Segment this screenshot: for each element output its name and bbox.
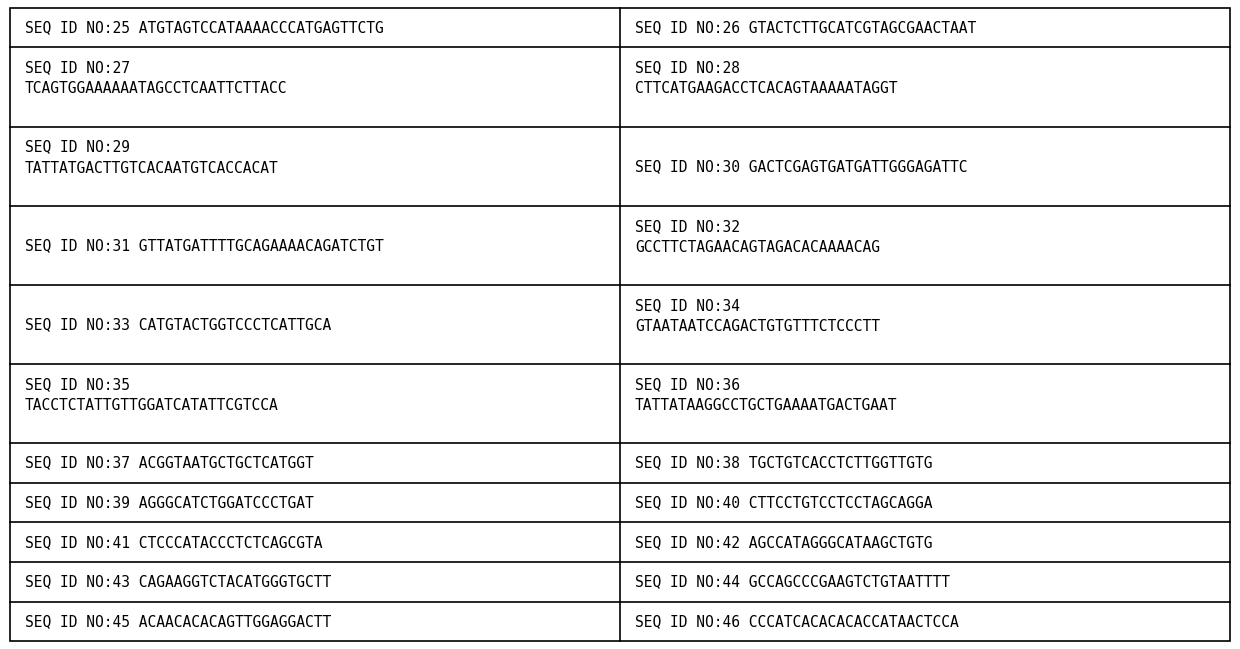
Text: SEQ ID NO:38 TGCTGTCACCTCTTGGTTGTG: SEQ ID NO:38 TGCTGTCACCTCTTGGTTGTG xyxy=(635,456,932,471)
Text: SEQ ID NO:25 ATGTAGTCCATAAAACCCATGAGTTCTG: SEQ ID NO:25 ATGTAGTCCATAAAACCCATGAGTTCT… xyxy=(25,20,383,35)
Text: SEQ ID NO:43 CAGAAGGTCTACATGGGTGCTT: SEQ ID NO:43 CAGAAGGTCTACATGGGTGCTT xyxy=(25,574,331,589)
Text: SEQ ID NO:41 CTCCCATACCCTCTCAGCGTA: SEQ ID NO:41 CTCCCATACCCTCTCAGCGTA xyxy=(25,535,322,550)
Text: SEQ ID NO:33 CATGTACTGGTCCCTCATTGCA: SEQ ID NO:33 CATGTACTGGTCCCTCATTGCA xyxy=(25,317,331,332)
Text: SEQ ID NO:45 ACAACACACAGTTGGAGGACTT: SEQ ID NO:45 ACAACACACAGTTGGAGGACTT xyxy=(25,614,331,629)
Text: SEQ ID NO:27
TCAGTGGAAAAAATAGCCTCAATTCTTACC: SEQ ID NO:27 TCAGTGGAAAAAATAGCCTCAATTCTT… xyxy=(25,60,288,96)
Text: SEQ ID NO:35
TACCTCTATTGTTGGATCATATTCGTCCA: SEQ ID NO:35 TACCTCTATTGTTGGATCATATTCGTC… xyxy=(25,377,279,413)
Text: SEQ ID NO:36
TATTATAAGGCCTGCTGAAAATGACTGAAT: SEQ ID NO:36 TATTATAAGGCCTGCTGAAAATGACTG… xyxy=(635,377,898,413)
Text: SEQ ID NO:37 ACGGTAATGCTGCTCATGGT: SEQ ID NO:37 ACGGTAATGCTGCTCATGGT xyxy=(25,456,314,471)
Text: SEQ ID NO:32
GCCTTCTAGAACAGTAGACACAAAACAG: SEQ ID NO:32 GCCTTCTAGAACAGTAGACACAAAACA… xyxy=(635,219,880,254)
Text: SEQ ID NO:26 GTACTCTTGCATCGTAGCGAACTAAT: SEQ ID NO:26 GTACTCTTGCATCGTAGCGAACTAAT xyxy=(635,20,976,35)
Text: SEQ ID NO:46 CCCATCACACACACCATAACTCCA: SEQ ID NO:46 CCCATCACACACACCATAACTCCA xyxy=(635,614,959,629)
Text: SEQ ID NO:44 GCCAGCCCGAAGTCTGTAATTTT: SEQ ID NO:44 GCCAGCCCGAAGTCTGTAATTTT xyxy=(635,574,950,589)
Text: SEQ ID NO:30 GACTCGAGTGATGATTGGGAGATTC: SEQ ID NO:30 GACTCGAGTGATGATTGGGAGATTC xyxy=(635,158,967,174)
Text: SEQ ID NO:28
CTTCATGAAGACCTCACAGTAAAAATAGGT: SEQ ID NO:28 CTTCATGAAGACCTCACAGTAAAAATA… xyxy=(635,60,898,96)
Text: SEQ ID NO:31 GTTATGATTTTGCAGAAAACAGATCTGT: SEQ ID NO:31 GTTATGATTTTGCAGAAAACAGATCTG… xyxy=(25,238,383,253)
Text: SEQ ID NO:34
GTAATAATCCAGACTGTGTTTCTCCCTT: SEQ ID NO:34 GTAATAATCCAGACTGTGTTTCTCCCT… xyxy=(635,298,880,334)
Text: SEQ ID NO:42 AGCCATAGGGCATAAGCTGTG: SEQ ID NO:42 AGCCATAGGGCATAAGCTGTG xyxy=(635,535,932,550)
Text: SEQ ID NO:39 AGGGCATCTGGATCCCTGAT: SEQ ID NO:39 AGGGCATCTGGATCCCTGAT xyxy=(25,495,314,510)
Text: SEQ ID NO:40 CTTCCTGTCCTCCTAGCAGGA: SEQ ID NO:40 CTTCCTGTCCTCCTAGCAGGA xyxy=(635,495,932,510)
Text: SEQ ID NO:29
TATTATGACTTGTCACAATGTCACCACAT: SEQ ID NO:29 TATTATGACTTGTCACAATGTCACCAC… xyxy=(25,140,279,175)
